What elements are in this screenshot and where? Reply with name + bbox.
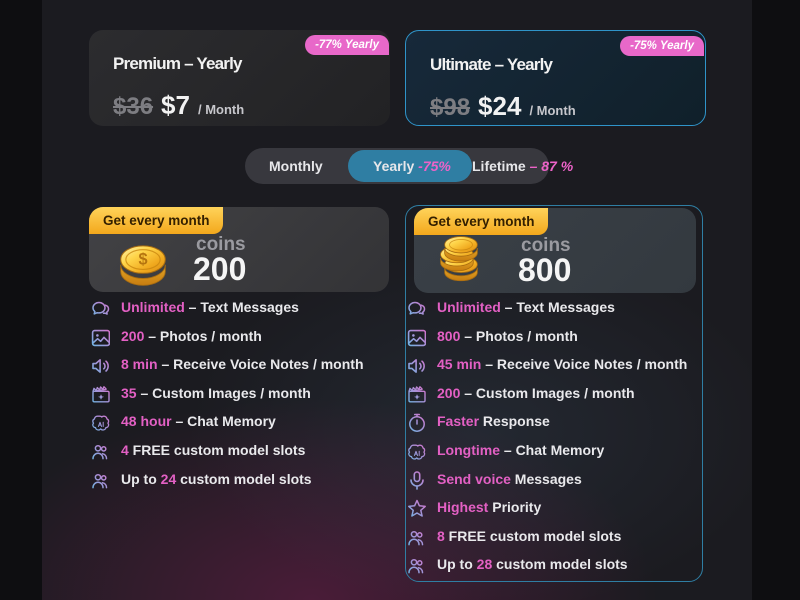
svg-text:$: $ <box>138 251 147 269</box>
